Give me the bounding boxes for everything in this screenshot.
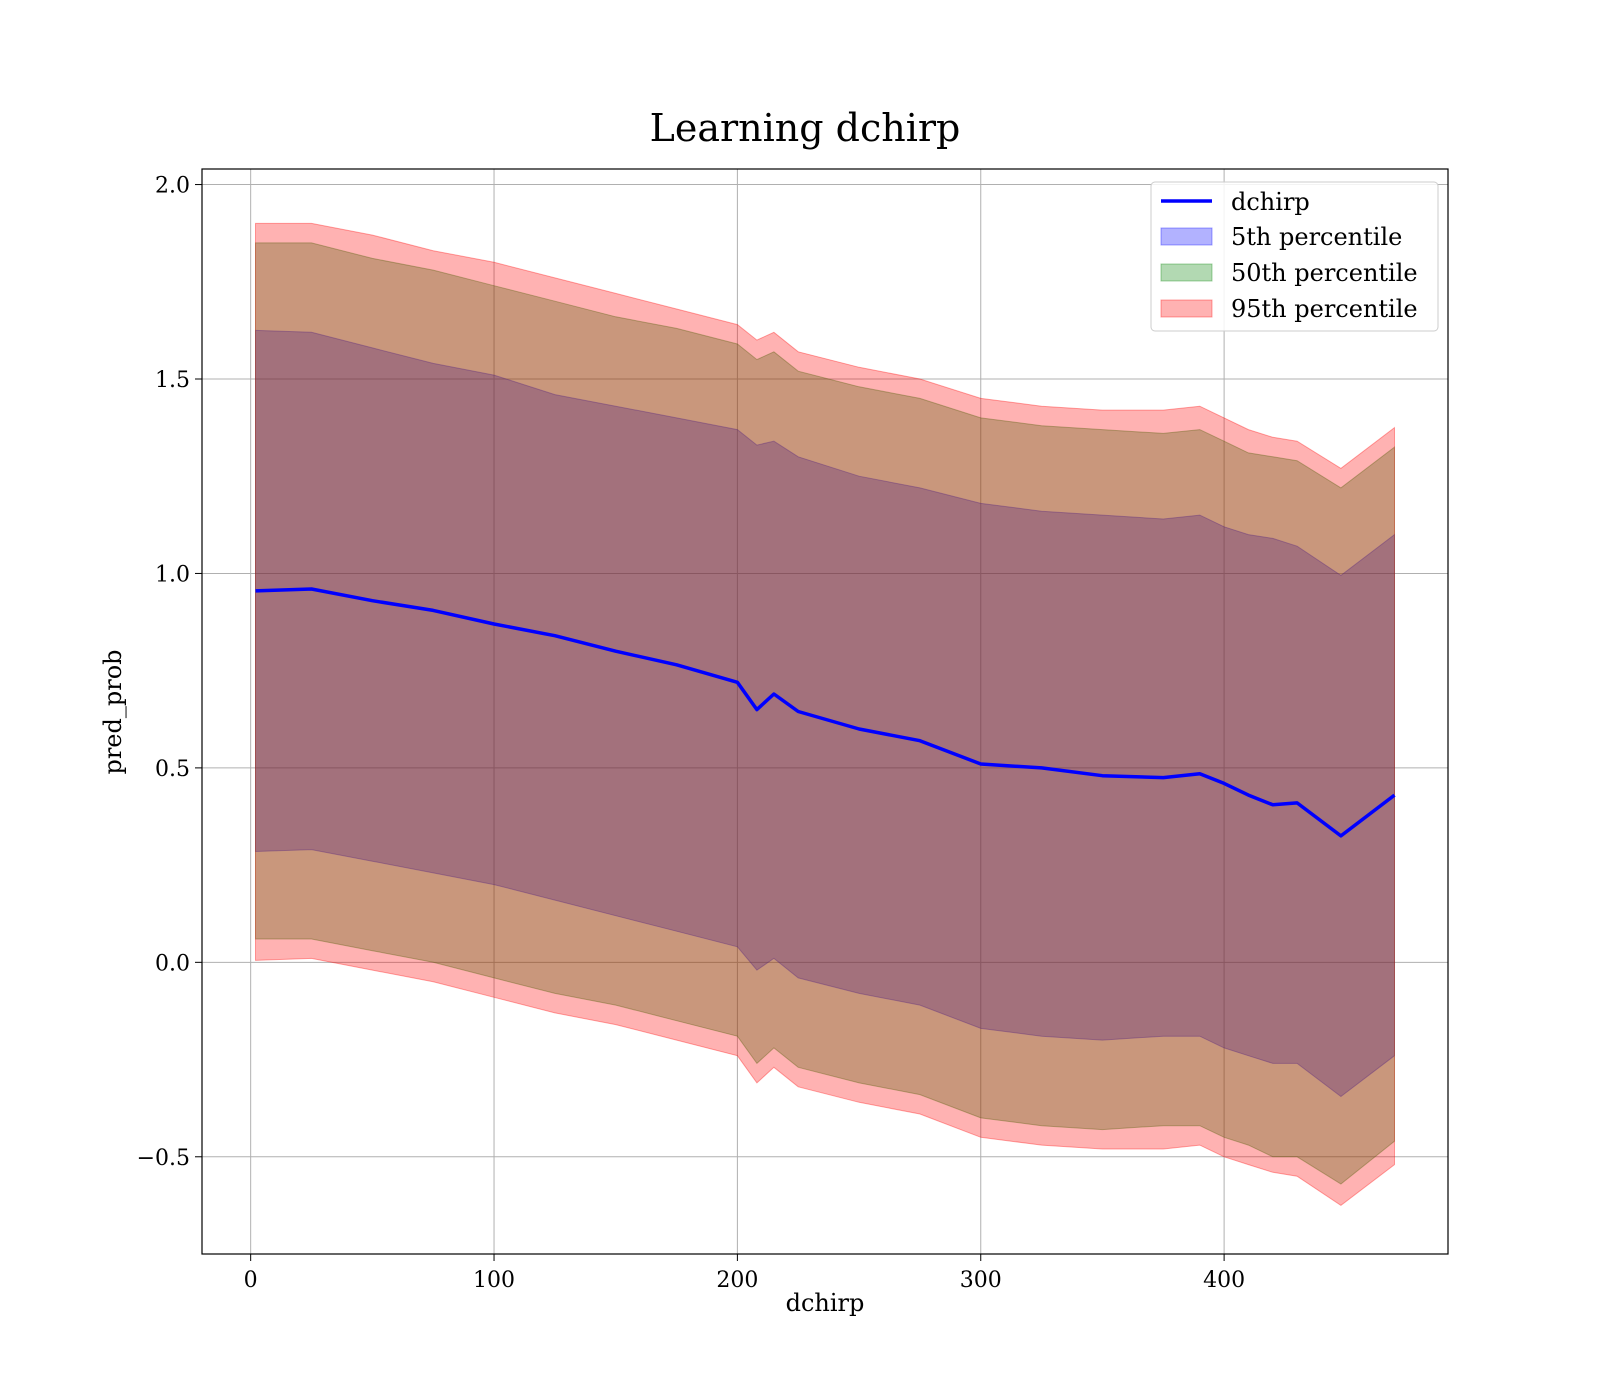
legend-label-95th-percentile: 95th percentile xyxy=(1231,295,1418,323)
legend-label-50th-percentile: 50th percentile xyxy=(1231,259,1418,287)
plot-frame xyxy=(201,168,1449,1255)
chart-title: Learning dchirp xyxy=(650,106,961,150)
band-5th-percentile xyxy=(255,329,1395,1098)
x-tick-label: 0 xyxy=(244,1268,258,1293)
legend-box xyxy=(1150,181,1439,332)
band-95th-percentile xyxy=(255,222,1395,1207)
x-axis-label: dchirp xyxy=(786,1289,865,1317)
y-axis-label: pred_prob xyxy=(99,649,127,774)
y-tick-label: 0.0 xyxy=(155,951,190,976)
line-dchirp xyxy=(255,587,1396,838)
legend-swatch-5th-percentile xyxy=(1160,227,1213,246)
legend-swatch-50th-percentile xyxy=(1160,263,1213,282)
y-tick-label: 0.5 xyxy=(155,757,190,782)
x-tick-label: 400 xyxy=(1203,1268,1245,1293)
y-tick-label: 2.0 xyxy=(155,174,190,199)
y-tick-label: 1.5 xyxy=(155,368,190,393)
band-50th-percentile xyxy=(255,242,1395,1185)
y-tick-label: −0.5 xyxy=(137,1146,190,1171)
tick-layer: 0 100 200 300 400 −0.5 0.0 0.5 1.0 1.5 2.0 xyxy=(137,174,1246,1293)
legend-swatch-95th-percentile xyxy=(1160,299,1213,318)
y-tick-label: 1.0 xyxy=(155,562,190,587)
band-layer xyxy=(255,222,1395,1207)
legend-label-5th-percentile: 5th percentile xyxy=(1231,223,1402,251)
legend-label-dchirp: dchirp xyxy=(1231,188,1310,216)
x-tick-label: 300 xyxy=(960,1268,1002,1293)
x-tick-label: 100 xyxy=(473,1268,515,1293)
line-layer xyxy=(255,587,1396,838)
x-tick-label: 200 xyxy=(716,1268,758,1293)
legend: dchirp 5th percentile 50th percentile 95… xyxy=(1150,181,1439,332)
